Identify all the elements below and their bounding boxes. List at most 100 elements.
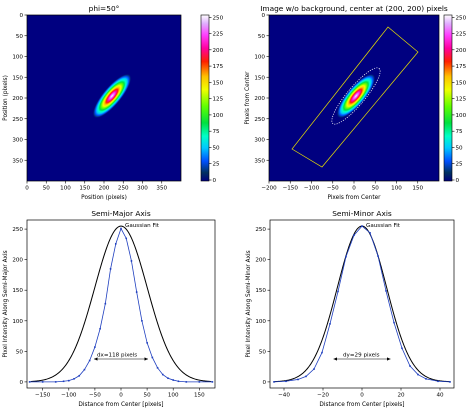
svg-text:150: 150 <box>254 75 265 81</box>
data-point <box>41 381 44 383</box>
x-tick: 350 <box>156 181 168 192</box>
gaussian-fit-line <box>30 225 212 382</box>
data-point <box>449 381 451 383</box>
data-point <box>130 260 133 262</box>
y-axis: 0 50 100 150 200 250 <box>12 227 27 386</box>
svg-text:0: 0 <box>25 186 29 192</box>
svg-text:225: 225 <box>213 32 224 38</box>
x-tick: −40 <box>278 388 290 399</box>
data-point <box>329 323 331 325</box>
plot-area <box>273 225 451 383</box>
y-axis: 0 50 100 150 200 250 <box>255 227 270 386</box>
panel-top-right: Image w/o background, center at (200, 20… <box>245 4 448 201</box>
data-point <box>273 381 275 383</box>
panel-bottom-left: Semi-Major Axis −150 −100 −50 0 50 100 1… <box>3 209 216 408</box>
svg-text:300: 300 <box>137 186 148 192</box>
x-tick: 250 <box>118 181 129 192</box>
data-point <box>321 351 323 354</box>
svg-text:250: 250 <box>456 15 467 21</box>
data-point <box>425 378 427 380</box>
svg-text:−40: −40 <box>278 393 290 399</box>
colorbar-tick: 125 <box>452 97 467 103</box>
svg-text:100: 100 <box>254 55 265 61</box>
y-axis: 0 50 100 150 200 250 300 350 <box>12 13 27 164</box>
x-tick: −50 <box>327 181 339 192</box>
y-tick: 50 <box>16 34 27 40</box>
data-point <box>385 290 387 292</box>
data-point <box>99 327 101 330</box>
y-tick: 200 <box>254 96 269 102</box>
data-point <box>151 356 154 359</box>
x-tick: −150 <box>35 388 51 399</box>
svg-text:75: 75 <box>213 129 221 135</box>
colorbar-tick: 75 <box>452 129 463 135</box>
data-point <box>141 320 143 322</box>
x-tick: 300 <box>137 181 148 192</box>
colorbar-tick: 225 <box>209 32 224 38</box>
data-point <box>353 234 355 237</box>
svg-text:200: 200 <box>255 258 266 264</box>
data-point <box>305 375 307 378</box>
x-tick: −20 <box>317 388 329 399</box>
plot-frame <box>26 219 216 389</box>
data-point <box>161 373 164 376</box>
data-point <box>369 232 371 234</box>
y-tick: 0 <box>19 380 27 386</box>
gaussian-blob <box>336 73 376 119</box>
x-axis: −200 −150 −100 −50 0 50 100 150 <box>261 181 424 192</box>
svg-text:50: 50 <box>372 186 380 192</box>
svg-text:250: 250 <box>118 186 129 192</box>
panel-title: phi=50° <box>89 4 120 13</box>
colorbar-tick: 200 <box>452 48 467 54</box>
svg-text:150: 150 <box>213 80 224 86</box>
svg-text:50: 50 <box>144 393 152 399</box>
svg-text:150: 150 <box>12 288 23 294</box>
colorbar-tick: 150 <box>452 80 467 86</box>
svg-text:150: 150 <box>79 186 90 192</box>
svg-text:250: 250 <box>213 15 224 21</box>
x-tick: 50 <box>372 181 380 192</box>
y-tick: 300 <box>12 138 27 144</box>
svg-text:150: 150 <box>456 80 467 86</box>
colorbar-ticks: 250 225 200 175 150 125 100 75 50 25 0 <box>452 15 467 184</box>
width-arrow-right-head <box>387 357 391 361</box>
data-point <box>120 227 122 230</box>
colorbar-gradient <box>200 14 210 182</box>
svg-text:200: 200 <box>213 48 224 54</box>
y-axis-label: Pixels from Center <box>245 71 251 125</box>
plot-area <box>28 225 214 383</box>
x-tick: −100 <box>61 388 77 399</box>
svg-text:100: 100 <box>60 186 71 192</box>
data-point <box>409 365 411 367</box>
x-tick: 50 <box>43 181 50 192</box>
x-axis-label: Pixels from Center <box>327 195 381 201</box>
svg-text:150: 150 <box>194 393 205 399</box>
x-tick: −150 <box>283 181 299 192</box>
svg-text:250: 250 <box>12 117 23 123</box>
x-tick: 150 <box>412 181 424 192</box>
panel-title: Image w/o background, center at (200, 20… <box>260 4 448 13</box>
data-point <box>146 341 148 344</box>
colorbar-tick: 200 <box>209 48 224 54</box>
y-tick: 150 <box>12 75 27 81</box>
x-tick: 0 <box>360 388 364 399</box>
y-axis-label: Position (pixels) <box>3 75 9 121</box>
y-tick: 250 <box>12 227 27 233</box>
svg-text:−100: −100 <box>304 186 320 192</box>
data-point <box>67 379 70 382</box>
y-tick: 50 <box>259 349 270 355</box>
svg-text:0: 0 <box>262 380 266 386</box>
svg-text:−150: −150 <box>283 186 299 192</box>
svg-text:125: 125 <box>213 97 224 103</box>
x-tick: 40 <box>436 388 444 399</box>
y-tick: 50 <box>16 349 27 355</box>
svg-text:0: 0 <box>213 178 217 184</box>
colorbar-tick: 50 <box>209 146 220 152</box>
svg-text:175: 175 <box>456 64 467 70</box>
y-tick: 150 <box>254 75 269 81</box>
data-point <box>417 373 419 376</box>
colorbar-tick: 150 <box>209 80 224 86</box>
data-point <box>114 243 117 245</box>
data-point <box>313 368 315 370</box>
y-tick: 150 <box>12 288 27 294</box>
